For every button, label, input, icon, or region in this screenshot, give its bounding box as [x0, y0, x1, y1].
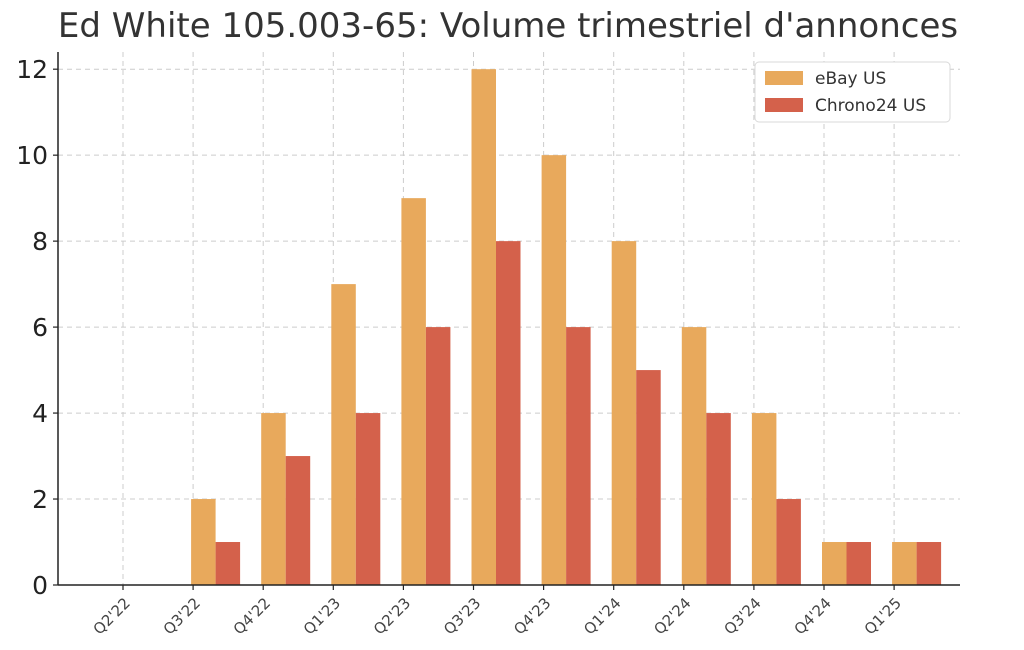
bar-ebay-us: [681, 327, 707, 585]
x-tick-label: Q2'23: [370, 594, 414, 638]
bar-ebay-us: [471, 69, 496, 586]
x-tick-label: Q4'23: [510, 594, 554, 638]
bar-ebay-us: [191, 499, 216, 585]
y-tick-label: 2: [32, 485, 48, 514]
y-tick-label: 8: [32, 227, 48, 256]
bar-chrono24-us: [496, 241, 521, 585]
x-tick-label: Q1'25: [861, 594, 905, 638]
bar-chrono24-us: [215, 542, 241, 585]
y-tick-label: 12: [16, 55, 48, 84]
x-ticks: Q2'22 Q3'22 Q4'22 Q1'23 Q2'23 Q3'23 Q4'23 Q1'24…: [90, 585, 905, 638]
y-tick-label: 0: [32, 571, 48, 600]
bar-ebay-us: [401, 198, 426, 586]
x-tick-label: Q3'23: [440, 594, 484, 638]
bar-chrono24-us: [706, 413, 731, 585]
bar-chrono24-us: [425, 327, 451, 585]
bar-chrono24-us: [566, 327, 591, 585]
chart-title: Ed White 105.003-65: Volume trimestriel …: [58, 6, 958, 46]
bar-ebay-us: [751, 413, 777, 585]
x-tick-label: Q2'22: [90, 594, 134, 638]
axes: [57, 52, 960, 586]
bar-ebay-us: [892, 542, 917, 585]
bar-ebay-us: [611, 241, 637, 585]
bar-chrono24-us: [846, 542, 871, 585]
x-tick-label: Q3'22: [160, 594, 204, 638]
legend: eBay US Chrono24 US: [754, 61, 951, 123]
legend-swatch: [765, 71, 803, 85]
bar-ebay-us: [261, 413, 286, 585]
x-tick-label: Q1'24: [580, 594, 624, 638]
y-ticks: 0 2 4 6 8 10 12: [16, 55, 58, 600]
bar-chrono24-us: [916, 542, 942, 585]
x-tick-label: Q3'24: [720, 594, 764, 638]
bars: [191, 69, 942, 586]
bar-chrono24-us: [285, 456, 311, 585]
legend-swatch: [765, 98, 803, 112]
bar-ebay-us: [822, 542, 847, 585]
y-tick-label: 6: [32, 313, 48, 342]
x-tick-label: Q4'22: [230, 594, 274, 638]
legend-label: eBay US: [815, 69, 886, 89]
y-tick-label: 10: [16, 141, 48, 170]
x-tick-label: Q1'23: [300, 594, 344, 638]
y-tick-label: 4: [32, 399, 48, 428]
bar-ebay-us: [541, 155, 567, 585]
bar-chrono24-us: [636, 370, 661, 585]
x-tick-label: Q2'24: [650, 594, 694, 638]
legend-label: Chrono24 US: [815, 96, 926, 116]
x-tick-label: Q4'24: [791, 594, 835, 638]
bar-ebay-us: [331, 284, 356, 585]
bar-chrono24-us: [355, 413, 381, 585]
bar-chrono24-us: [776, 499, 801, 585]
legend-box: [754, 61, 951, 123]
